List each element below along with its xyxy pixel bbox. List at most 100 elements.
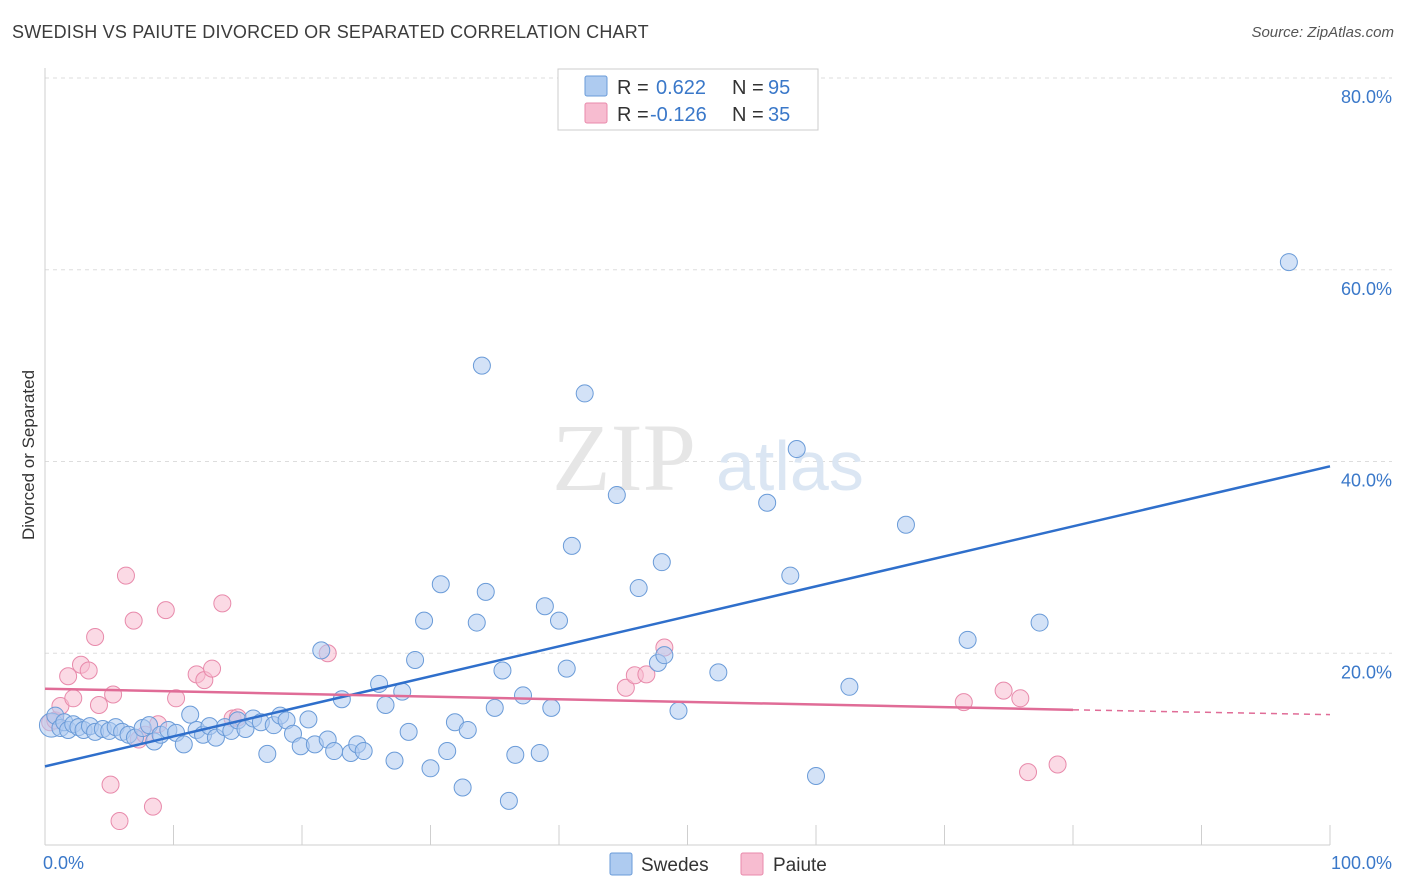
legend-n-label-swedes: N = bbox=[732, 77, 764, 99]
swedes-point-88 bbox=[840, 677, 859, 696]
paiute-point-9 bbox=[101, 775, 120, 794]
swedes-point-50 bbox=[376, 696, 395, 715]
paiute-point-11 bbox=[110, 812, 129, 831]
x-tick-label-0: 0.0% bbox=[43, 853, 84, 873]
paiute-point-16 bbox=[143, 797, 162, 816]
paiute-point-7 bbox=[86, 627, 105, 646]
swedes-point-17 bbox=[140, 716, 159, 735]
watermark-atlas: atlas bbox=[716, 427, 864, 505]
paiute-point-33 bbox=[1011, 689, 1030, 708]
x-tick-label-1: 100.0% bbox=[1331, 853, 1392, 873]
paiute-point-12 bbox=[116, 566, 135, 585]
swedes-point-81 bbox=[655, 646, 674, 665]
swedes-point-77 bbox=[607, 486, 626, 505]
legend-n-label-paiute: N = bbox=[732, 104, 764, 126]
legend: R = 0.622 N = 95 R = -0.126 N = 35 bbox=[557, 68, 819, 131]
paiute-point-23 bbox=[213, 594, 232, 613]
swedes-point-40 bbox=[299, 710, 318, 729]
y-tick-label-1: 40.0% bbox=[1341, 471, 1392, 491]
swedes-point-34 bbox=[258, 744, 277, 763]
swedes-point-64 bbox=[476, 582, 495, 601]
swedes-point-85 bbox=[781, 566, 800, 585]
paiute-point-35 bbox=[1048, 755, 1067, 774]
legend-r-value-swedes: 0.622 bbox=[656, 77, 706, 99]
paiute-point-22 bbox=[203, 659, 222, 678]
swedes-point-60 bbox=[453, 778, 472, 797]
swedes-trendline bbox=[44, 465, 1331, 768]
paiute-point-32 bbox=[994, 681, 1013, 700]
paiute-point-27 bbox=[616, 678, 635, 697]
swedes-point-83 bbox=[709, 663, 728, 682]
swedes-point-72 bbox=[542, 698, 561, 717]
paiute-point-6 bbox=[79, 661, 98, 680]
swedes-point-92 bbox=[1279, 253, 1298, 272]
bottom-legend: Swedes Paiute bbox=[609, 852, 827, 876]
bottom-legend-swatch-paiute bbox=[740, 852, 764, 876]
swedes-point-62 bbox=[467, 613, 486, 632]
paiute-trendline-extension bbox=[1072, 709, 1331, 716]
swedes-point-75 bbox=[562, 536, 581, 555]
swedes-point-48 bbox=[354, 742, 373, 761]
chart-title: SWEDISH VS PAIUTE DIVORCED OR SEPARATED … bbox=[12, 22, 649, 42]
bottom-legend-swatch-swedes bbox=[609, 852, 633, 876]
paiute-point-8 bbox=[89, 696, 108, 715]
paiute-point-4 bbox=[64, 689, 83, 708]
swedes-point-68 bbox=[506, 745, 525, 764]
swedes-point-58 bbox=[438, 742, 457, 761]
paiute-point-13 bbox=[124, 611, 143, 630]
swedes-point-66 bbox=[493, 661, 512, 680]
legend-swatch-swedes bbox=[584, 75, 608, 97]
y-tick-label-0: 20.0% bbox=[1341, 662, 1392, 682]
swedes-point-53 bbox=[399, 722, 418, 741]
swedes-point-54 bbox=[406, 650, 425, 669]
swedes-point-90 bbox=[958, 630, 977, 649]
swedes-point-89 bbox=[896, 515, 915, 534]
swedes-point-74 bbox=[557, 659, 576, 678]
swedes-points bbox=[38, 253, 1298, 810]
swedes-point-56 bbox=[421, 759, 440, 778]
y-tick-label-3: 80.0% bbox=[1341, 87, 1392, 107]
y-tick-label-2: 60.0% bbox=[1341, 279, 1392, 299]
trendlines bbox=[44, 465, 1331, 768]
paiute-trendline bbox=[44, 687, 1074, 712]
swedes-point-87 bbox=[807, 766, 825, 785]
swedes-point-42 bbox=[312, 641, 331, 660]
paiute-point-29 bbox=[637, 665, 656, 684]
swedes-point-91 bbox=[1030, 613, 1049, 632]
swedes-point-78 bbox=[629, 579, 648, 598]
legend-r-value-paiute: -0.126 bbox=[650, 104, 707, 126]
swedes-point-67 bbox=[499, 791, 518, 810]
swedes-point-80 bbox=[652, 553, 671, 572]
swedes-point-84 bbox=[758, 493, 777, 512]
swedes-point-51 bbox=[385, 751, 404, 770]
legend-n-value-paiute: 35 bbox=[768, 104, 790, 126]
swedes-point-23 bbox=[181, 705, 200, 724]
swedes-point-86 bbox=[787, 440, 806, 459]
swedes-point-76 bbox=[575, 384, 594, 403]
chart-source: Source: ZipAtlas.com bbox=[1251, 24, 1394, 41]
paiute-point-3 bbox=[59, 667, 78, 686]
swedes-point-71 bbox=[535, 597, 554, 616]
y-tick-labels: 20.0% 40.0% 60.0% 80.0% bbox=[1341, 87, 1392, 682]
swedes-point-73 bbox=[550, 611, 568, 630]
bottom-legend-label-swedes: Swedes bbox=[641, 855, 709, 876]
paiute-point-19 bbox=[167, 689, 186, 708]
legend-r-label-paiute: R = bbox=[617, 104, 649, 126]
swedes-point-61 bbox=[458, 720, 477, 739]
legend-r-label-swedes: R = bbox=[617, 77, 649, 99]
paiute-point-18 bbox=[156, 601, 175, 620]
legend-swatch-paiute bbox=[584, 102, 608, 124]
swedes-point-63 bbox=[472, 356, 491, 375]
watermark: ZIP atlas bbox=[552, 404, 864, 511]
x-tick-labels: 0.0% 100.0% bbox=[43, 853, 1392, 873]
swedes-point-70 bbox=[530, 743, 549, 762]
y-axis-title: Divorced or Separated bbox=[19, 370, 38, 540]
swedes-point-65 bbox=[485, 698, 504, 717]
swedes-point-22 bbox=[174, 735, 193, 754]
swedes-point-69 bbox=[514, 686, 533, 705]
legend-n-value-swedes: 95 bbox=[768, 77, 790, 99]
bottom-legend-label-paiute: Paiute bbox=[773, 855, 827, 876]
swedes-point-52 bbox=[393, 682, 412, 701]
swedes-point-44 bbox=[325, 742, 344, 761]
